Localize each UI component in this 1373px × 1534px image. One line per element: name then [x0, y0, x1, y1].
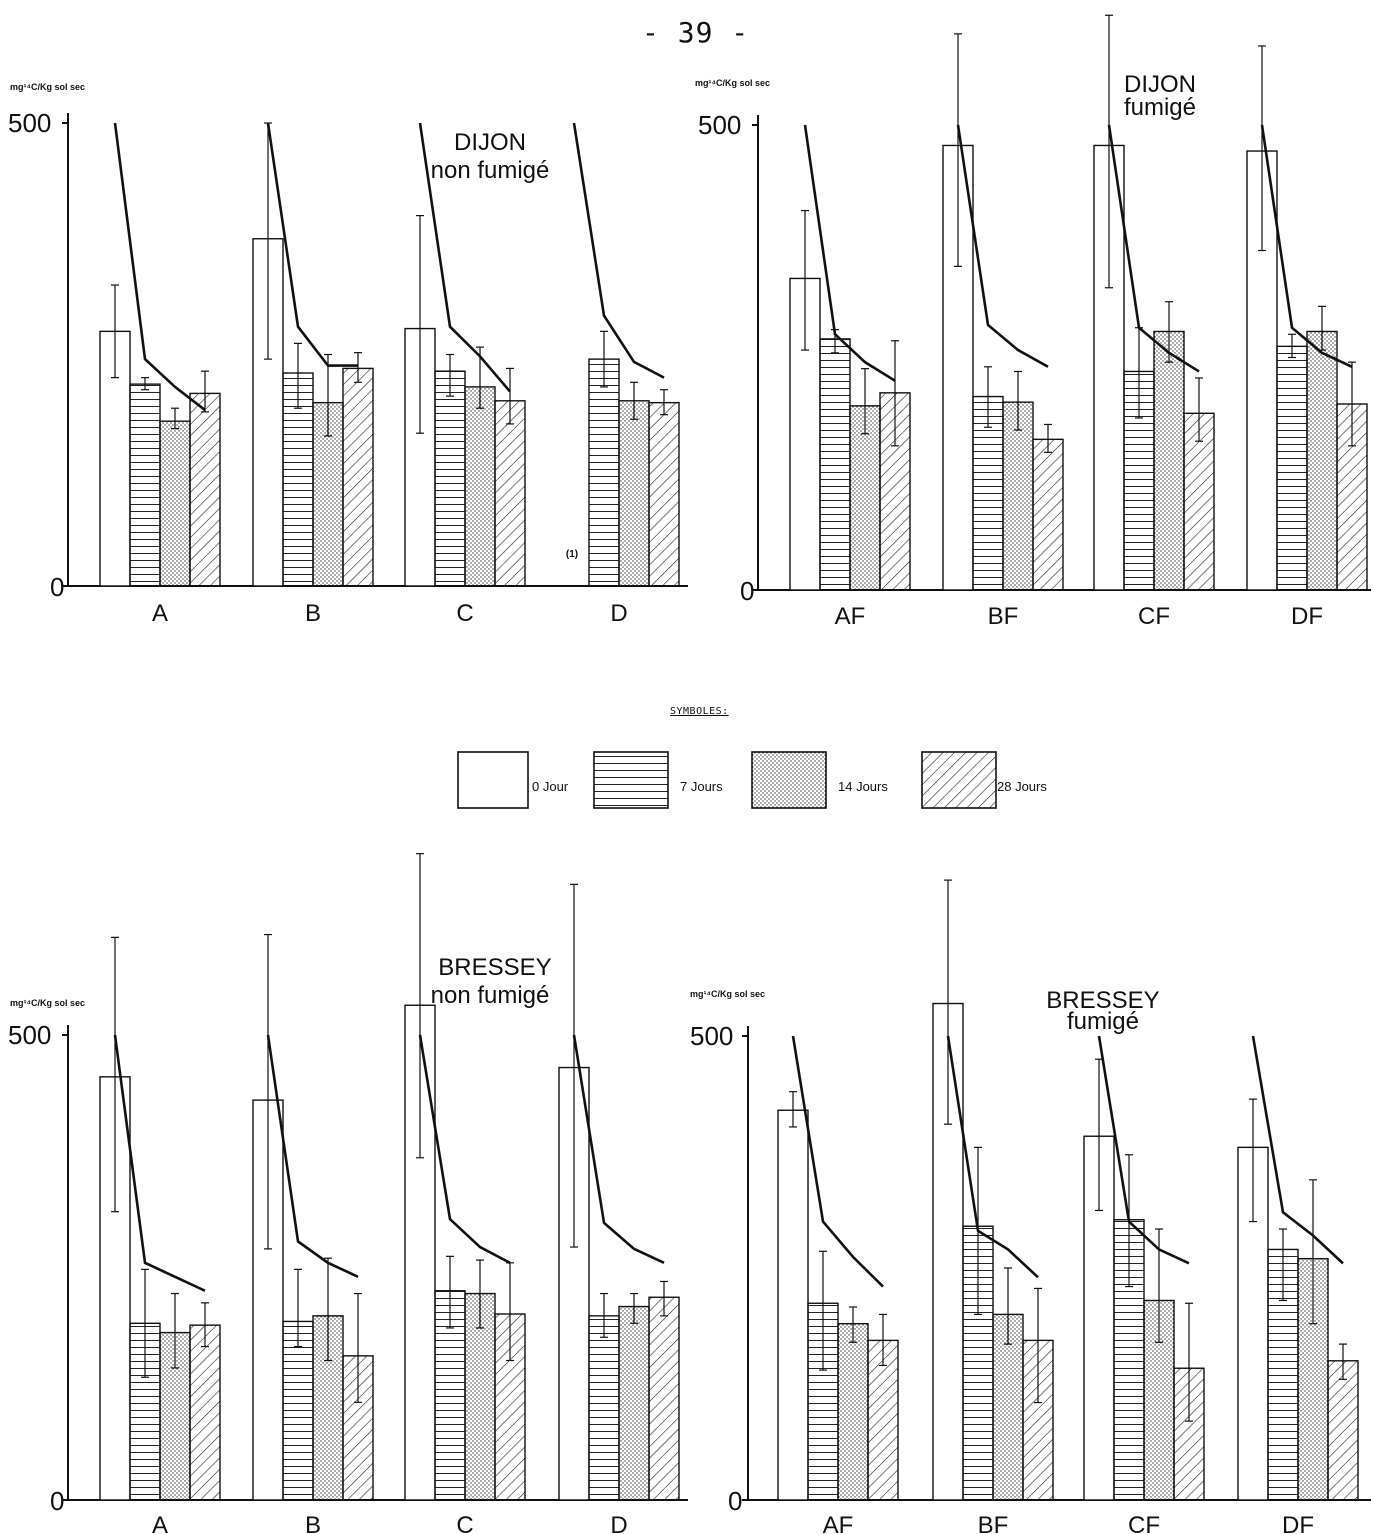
chart-title: DIJON [1124, 71, 1196, 98]
chart-title: BRESSEY [438, 954, 551, 981]
bar-c-series3 [494, 400, 526, 587]
bar-a-series1 [129, 383, 161, 587]
trend-line-cf [1107, 124, 1200, 373]
chart-title: DIJON [454, 129, 526, 156]
chart-subtitle: non fumigé [431, 982, 550, 1009]
y-tick-label-0: 0 [50, 1486, 64, 1516]
x-tick-label-cf: CF [1128, 1512, 1160, 1534]
chart-subtitle: non fumigé [431, 157, 550, 184]
trend-line-b [266, 122, 358, 367]
legend-swatch-0 [457, 751, 529, 809]
y-tick-label-0: 0 [740, 576, 754, 606]
x-tick-label-df: DF [1291, 603, 1323, 630]
x-tick-label-bf: BF [988, 603, 1019, 630]
y-axis-label: mg¹⁴C/Kg sol sec [695, 78, 770, 88]
x-tick-label-cf: CF [1138, 603, 1170, 630]
y-axis-label: mg¹⁴C/Kg sol sec [10, 82, 85, 92]
footnote-marker: (1) [566, 549, 578, 560]
bar-bf-series3 [1032, 438, 1064, 591]
x-tick-label-c: C [456, 600, 473, 627]
bar-b-series1 [282, 1320, 314, 1501]
x-tick-label-c: C [456, 1512, 473, 1534]
bar-df-series1 [1276, 345, 1308, 591]
y-tick-label-500: 500 [690, 1021, 733, 1051]
bar-d-series3 [648, 1296, 680, 1501]
bar-bf-series0 [942, 144, 974, 591]
bar-cf-series2 [1153, 330, 1185, 591]
x-tick-label-bf: BF [978, 1512, 1009, 1534]
trend-line-b [266, 1034, 359, 1278]
bar-d-series1 [588, 1315, 620, 1501]
trend-line-bf [956, 124, 1049, 368]
y-tick-label-500: 500 [8, 108, 51, 138]
bar-a-series3 [189, 392, 221, 587]
legend-label-0: 0 Jour [532, 779, 569, 794]
y-tick-label-500: 500 [8, 1020, 51, 1050]
x-tick-label-d: D [610, 1512, 627, 1534]
legend-swatches: 0 Jour 7 Jours 14 Jours 28 Jours [457, 751, 1047, 809]
bar-af-series2 [837, 1322, 869, 1501]
legend-title: SYMBOLES: [670, 706, 729, 717]
trend-line-c [418, 122, 511, 393]
bar-b-series3 [342, 367, 374, 587]
chart-subtitle: fumigé [1067, 1008, 1139, 1035]
bar-af-series0 [777, 1109, 809, 1501]
trend-line-a [113, 122, 206, 412]
bar-a-series3 [189, 1324, 221, 1501]
trend-line-a [113, 1034, 206, 1292]
trend-line-af [803, 124, 896, 382]
y-tick-label-500: 500 [698, 110, 741, 140]
y-axis-label: mg¹⁴C/Kg sol sec [10, 998, 85, 1008]
trend-line-bf [946, 1035, 1039, 1279]
legend-label-3: 28 Jours [997, 779, 1047, 794]
x-tick-label-b: B [305, 1512, 321, 1534]
legend-swatch-2 [751, 751, 827, 809]
legend-swatch-3 [921, 751, 997, 809]
bar-bf-series3 [1022, 1339, 1054, 1501]
legend-label-1: 7 Jours [680, 779, 723, 794]
trend-line-af [791, 1035, 884, 1288]
y-tick-label-0: 0 [728, 1486, 742, 1516]
bar-d-series1 [588, 358, 620, 587]
legend-label-2: 14 Jours [838, 779, 888, 794]
x-tick-label-b: B [305, 600, 321, 627]
bar-d-series2 [618, 400, 650, 587]
trend-line-d [572, 1034, 665, 1265]
trend-line-cf [1097, 1035, 1190, 1265]
bar-cf-series1 [1113, 1219, 1145, 1501]
bar-df-series2 [1306, 330, 1338, 591]
trend-line-c [418, 1034, 511, 1265]
chart-title: BRESSEY [1046, 987, 1159, 1014]
bar-d-series3 [648, 401, 680, 587]
legend: SYMBOLES: 0 Jour 7 Jours 14 Jours 28 Jours [0, 706, 1373, 816]
bar-bf-series1 [972, 395, 1004, 591]
trend-line-df [1251, 1035, 1344, 1265]
bar-c-series1 [434, 370, 466, 587]
chart-bressey-fumige: mg¹⁴C/Kg sol sec 500 0 AF BF CF DF BRESSEYfumig… [690, 879, 1371, 1534]
y-tick-label-0: 0 [50, 572, 64, 602]
bar-a-series2 [159, 420, 191, 587]
x-tick-label-d: D [610, 600, 627, 627]
x-tick-label-df: DF [1282, 1512, 1314, 1534]
y-axis-label: mg¹⁴C/Kg sol sec [690, 989, 765, 999]
bar-c-series0 [404, 327, 436, 587]
chart-subtitle: fumigé [1124, 94, 1196, 121]
bar-bf-series2 [1002, 401, 1034, 591]
x-tick-label-a: A [152, 600, 168, 627]
bar-df-series3 [1327, 1360, 1359, 1501]
trend-line-d [572, 122, 665, 379]
x-tick-label-af: AF [835, 603, 866, 630]
trend-line-df [1260, 124, 1353, 368]
bar-c-series2 [464, 386, 496, 587]
legend-swatch-1 [593, 751, 669, 809]
bar-d-series2 [618, 1305, 650, 1501]
page-number: - 39 - [642, 16, 750, 49]
x-tick-label-af: AF [823, 1512, 854, 1534]
bar-af-series1 [819, 338, 851, 591]
x-tick-label-a: A [152, 1512, 168, 1534]
